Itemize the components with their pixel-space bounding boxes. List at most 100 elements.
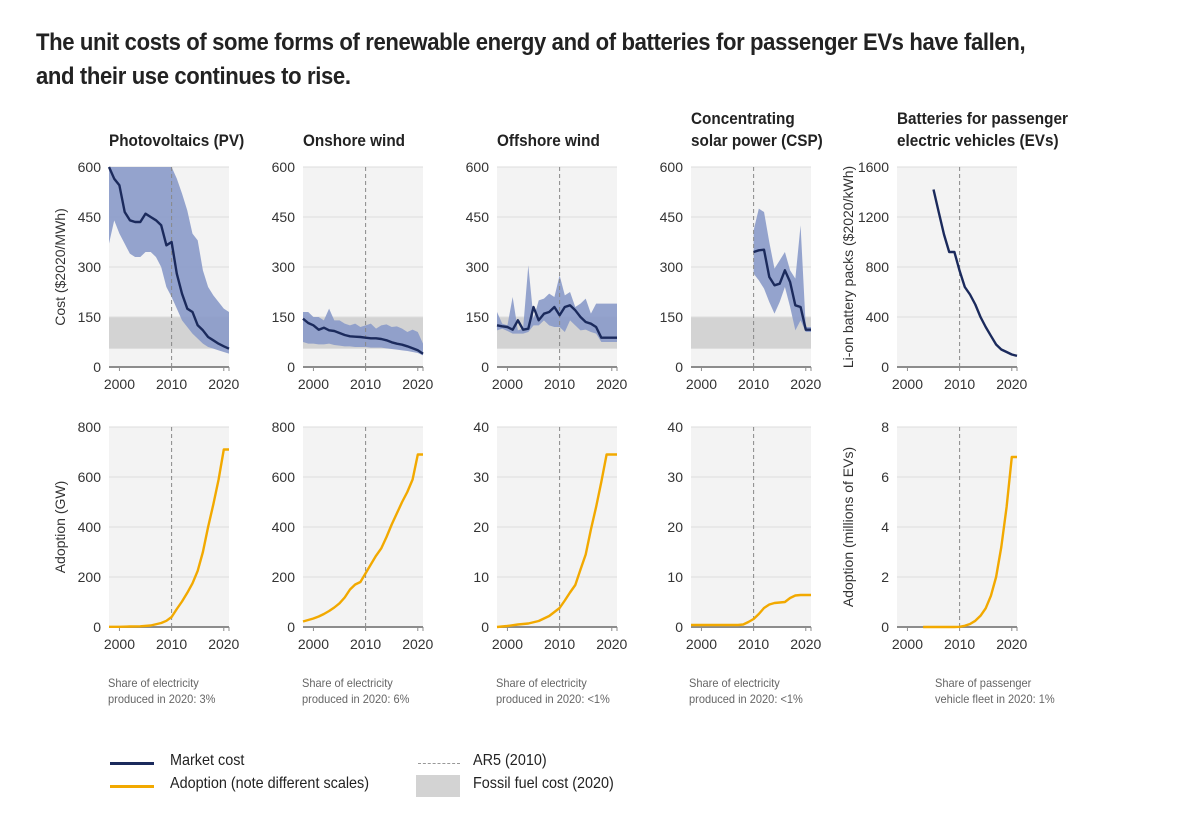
y-tick-label: 20 [667,519,683,535]
y-tick-label: 450 [78,209,102,225]
y-tick-label: 200 [78,569,102,585]
x-tick-label: 2010 [156,376,187,392]
x-tick-label: 2000 [104,636,135,652]
panel-title-ev-line2: electric vehicles (EVs) [897,131,1059,150]
y-tick-label: 150 [78,309,102,325]
note-ev-line1: Share of passenger [935,676,1032,690]
chart-offshore-adoption: 0 10 20 30 40 2000 2010 2020 [473,419,627,652]
chart-offshore-cost: 0 150 300 450 600 2000 2010 2020 [466,159,628,392]
market-cost-range-band [753,208,811,332]
y-axis-label: Li-on battery packs ($2020/kWh) [840,166,856,368]
y-tick-label: 0 [881,619,889,635]
note-csp: Share of electricity produced in 2020: <… [689,675,803,707]
y-tick-label: 0 [287,359,295,375]
y-tick-label: 10 [667,569,683,585]
note-csp-line2: produced in 2020: <1% [689,692,803,706]
legend-adoption-label: Adoption (note different scales) [170,775,370,792]
note-offshore-line1: Share of electricity [496,676,587,690]
note-offshore-line2: produced in 2020: <1% [496,692,610,706]
figure-title-line2: and their use continues to rise. [36,63,351,90]
legend-adoption-swatch [110,785,154,788]
chart-pv-cost: 0 150 300 450 600 2000 2010 2020 Cost ($2020/MWh… [52,159,240,392]
y-tick-label: 600 [78,159,102,175]
market-cost-range-band [109,167,229,354]
x-tick-label: 2010 [944,376,975,392]
x-tick-label: 2010 [350,636,381,652]
y-tick-label: 300 [466,259,490,275]
fossil-fuel-cost-band [691,317,811,349]
note-onshore-line1: Share of electricity [302,676,393,690]
y-axis-label: Adoption (GW) [52,481,68,574]
note-onshore: Share of electricity produced in 2020: 6… [302,675,409,707]
y-tick-label: 10 [473,569,489,585]
legend-ar5-label: AR5 (2010) [473,752,547,769]
y-tick-label: 450 [660,209,684,225]
figure-title: The unit costs of some forms of renewabl… [36,26,1048,94]
panel-title-onshore-line1: Onshore wind [303,131,406,150]
y-tick-label: 0 [481,619,489,635]
x-tick-label: 2000 [686,636,717,652]
x-tick-label: 2010 [350,376,381,392]
adoption-line [923,455,1017,629]
y-tick-label: 4 [881,519,889,535]
y-tick-label: 200 [272,569,296,585]
x-tick-label: 2010 [738,376,769,392]
y-tick-label: 0 [93,619,101,635]
y-tick-label: 600 [272,159,296,175]
y-tick-label: 300 [272,259,296,275]
panel-title-ev-line1: Batteries for passenger [897,109,1068,128]
x-tick-label: 2020 [208,636,239,652]
note-csp-line1: Share of electricity [689,676,780,690]
note-pv: Share of electricity produced in 2020: 3… [108,675,215,707]
x-tick-label: 2010 [738,636,769,652]
note-ev-line2: vehicle fleet in 2020: 1% [935,692,1055,706]
x-tick-label: 2000 [298,636,329,652]
chart-onshore-cost: 0 150 300 450 600 2000 2010 2020 [272,159,434,392]
adoption-line [496,453,617,629]
adoption-line [109,448,229,628]
legend-fossil-swatch [416,775,460,797]
y-tick-label: 600 [660,159,684,175]
y-tick-label: 400 [78,519,102,535]
panel-title-pv: Photovoltaics (PV) [109,130,244,152]
y-tick-label: 150 [466,309,490,325]
y-tick-label: 1200 [858,209,889,225]
x-tick-label: 2000 [492,376,523,392]
y-tick-label: 600 [466,159,490,175]
market-cost-line [932,189,1018,357]
note-pv-line1: Share of electricity [108,676,199,690]
panel-title-csp-line1: Concentrating [691,109,795,128]
y-tick-label: 300 [78,259,102,275]
x-tick-label: 2010 [944,636,975,652]
legend-ar5-swatch [418,763,460,764]
x-tick-label: 2020 [402,636,433,652]
note-pv-line2: produced in 2020: 3% [108,692,216,706]
y-tick-label: 20 [473,519,489,535]
y-tick-label: 30 [667,469,683,485]
x-tick-label: 2000 [492,636,523,652]
x-tick-label: 2020 [790,376,821,392]
y-tick-label: 150 [660,309,684,325]
y-tick-label: 800 [866,259,890,275]
chart-csp-adoption: 0 10 20 30 40 2000 2010 2020 [667,419,821,652]
x-tick-label: 2020 [596,636,627,652]
y-tick-label: 400 [866,309,890,325]
y-tick-label: 0 [481,359,489,375]
y-tick-label: 0 [881,359,889,375]
y-tick-label: 0 [93,359,101,375]
x-tick-label: 2020 [596,376,627,392]
y-tick-label: 600 [272,469,296,485]
panel-title-ev: Batteries for passenger electric vehicle… [897,108,1068,152]
chart-ev-adoption: 0 2 4 6 8 2000 2010 2020 Adoption (millions of E… [840,419,1028,652]
x-tick-label: 2020 [996,636,1027,652]
y-tick-label: 6 [881,469,889,485]
y-tick-label: 40 [473,419,489,435]
note-ev: Share of passenger vehicle fleet in 2020… [935,675,1055,707]
y-tick-label: 600 [78,469,102,485]
panel-title-pv-line1: Photovoltaics (PV) [109,131,245,150]
panel-title-offshore: Offshore wind [497,130,600,152]
y-tick-label: 300 [660,259,684,275]
x-tick-label: 2000 [298,376,329,392]
y-tick-label: 400 [272,519,296,535]
